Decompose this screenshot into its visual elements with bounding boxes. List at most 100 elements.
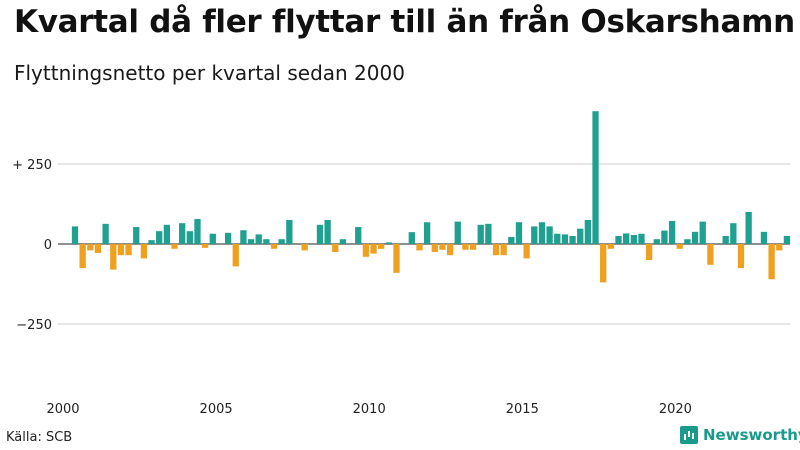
x-tick-label: 2010 xyxy=(353,402,386,417)
quarter-bar xyxy=(615,236,622,244)
quarter-bar xyxy=(745,212,752,244)
quarter-bar xyxy=(362,244,370,257)
quarter-bar xyxy=(102,223,109,244)
quarter-bar xyxy=(194,219,201,244)
quarter-bar xyxy=(278,239,285,244)
quarter-bar xyxy=(179,223,186,244)
chart-subtitle: Flyttningsnetto per kvartal sedan 2000 xyxy=(14,61,405,85)
quarter-bar xyxy=(240,230,247,244)
x-tick-label: 2015 xyxy=(506,402,539,417)
quarter-bar xyxy=(538,222,546,244)
quarter-bar xyxy=(661,230,668,244)
quarter-bar xyxy=(462,244,469,250)
quarter-bar xyxy=(691,231,699,244)
quarter-bar xyxy=(776,244,783,251)
quarter-bar xyxy=(339,239,347,244)
quarter-bar xyxy=(684,239,691,244)
quarter-bar xyxy=(431,244,438,252)
quarter-bar xyxy=(653,239,660,244)
quarter-bar xyxy=(645,244,653,260)
quarter-bar xyxy=(232,244,239,267)
quarter-bar xyxy=(561,234,569,244)
quarter-bar xyxy=(133,227,140,244)
y-tick-label: 0 xyxy=(44,238,52,253)
quarter-bar xyxy=(385,242,393,244)
quarter-bar xyxy=(117,244,125,256)
quarter-bar xyxy=(607,244,614,249)
quarter-bar xyxy=(454,221,461,244)
y-tick-label: + 250 xyxy=(12,158,52,173)
quarter-bar xyxy=(783,236,791,244)
quarter-bar xyxy=(439,244,446,250)
newsworthy-logo[interactable]: Newsworthy xyxy=(680,426,800,444)
quarter-bar xyxy=(760,231,768,244)
quarter-bar xyxy=(286,220,293,244)
quarter-bar xyxy=(156,231,163,244)
quarter-bar xyxy=(332,244,339,252)
quarter-bar xyxy=(577,228,584,244)
quarter-bar xyxy=(370,244,377,254)
quarter-bar xyxy=(209,233,216,244)
quarter-bar xyxy=(531,226,538,244)
quarter-bar xyxy=(263,239,270,244)
quarter-bar xyxy=(163,224,171,244)
source-note: Källa: SCB xyxy=(6,430,73,445)
quarter-bar xyxy=(140,244,148,259)
quarter-bar xyxy=(79,244,86,268)
quarter-bar xyxy=(255,234,262,244)
quarter-bar xyxy=(393,244,400,273)
y-tick-label: −250 xyxy=(16,318,52,333)
quarter-bar xyxy=(324,220,331,244)
quarter-bar xyxy=(554,233,561,244)
quarter-bar xyxy=(623,233,630,244)
x-tick-label: 2000 xyxy=(46,402,79,417)
quarter-bar xyxy=(171,244,178,249)
quarter-bar xyxy=(638,233,645,244)
quarter-bar xyxy=(408,232,415,244)
quarter-bar xyxy=(446,244,454,256)
quarter-bar xyxy=(668,220,676,244)
quarter-bar xyxy=(730,223,737,244)
quarter-bar xyxy=(247,239,255,244)
quarter-bar xyxy=(477,224,484,244)
newsworthy-chart-icon xyxy=(680,426,698,444)
quarter-bar xyxy=(592,111,599,244)
newsworthy-brand-name: Newsworthy xyxy=(703,426,800,444)
quarter-bar xyxy=(630,235,637,244)
quarter-bar xyxy=(423,222,431,244)
quarter-bar xyxy=(148,240,155,244)
quarter-bar xyxy=(737,244,745,268)
quarter-bar xyxy=(416,244,423,251)
quarter-bar xyxy=(500,244,507,256)
quarter-bar xyxy=(87,244,94,251)
quarter-bar xyxy=(492,244,500,256)
quarter-bar xyxy=(600,244,607,283)
quarter-bar xyxy=(186,231,193,244)
quarter-bar xyxy=(722,236,729,244)
chart-title: Kvartal då fler flyttar till än från Osk… xyxy=(14,4,795,40)
quarter-bar xyxy=(224,232,232,244)
quarter-bar xyxy=(523,244,530,259)
quarter-bar xyxy=(768,244,775,280)
quarter-bar xyxy=(71,226,79,244)
quarter-bar xyxy=(301,244,308,251)
quarter-bar xyxy=(515,222,523,244)
quarter-bar xyxy=(201,244,209,248)
quarter-bar xyxy=(546,226,553,244)
quarter-bar xyxy=(676,244,683,249)
quarter-bar xyxy=(508,236,515,244)
quarter-bar xyxy=(485,223,492,244)
quarter-bar xyxy=(469,244,477,250)
quarter-bar xyxy=(699,221,706,244)
quarter-bar xyxy=(707,244,714,265)
quarter-bar xyxy=(316,224,324,244)
quarter-bar xyxy=(378,244,385,249)
x-tick-label: 2005 xyxy=(200,402,233,417)
quarter-bar xyxy=(270,244,278,249)
quarter-bar xyxy=(125,244,132,256)
quarter-bar xyxy=(94,244,102,253)
quarter-bar xyxy=(355,227,362,244)
x-tick-label: 2020 xyxy=(659,402,692,417)
quarter-bar xyxy=(110,244,117,270)
